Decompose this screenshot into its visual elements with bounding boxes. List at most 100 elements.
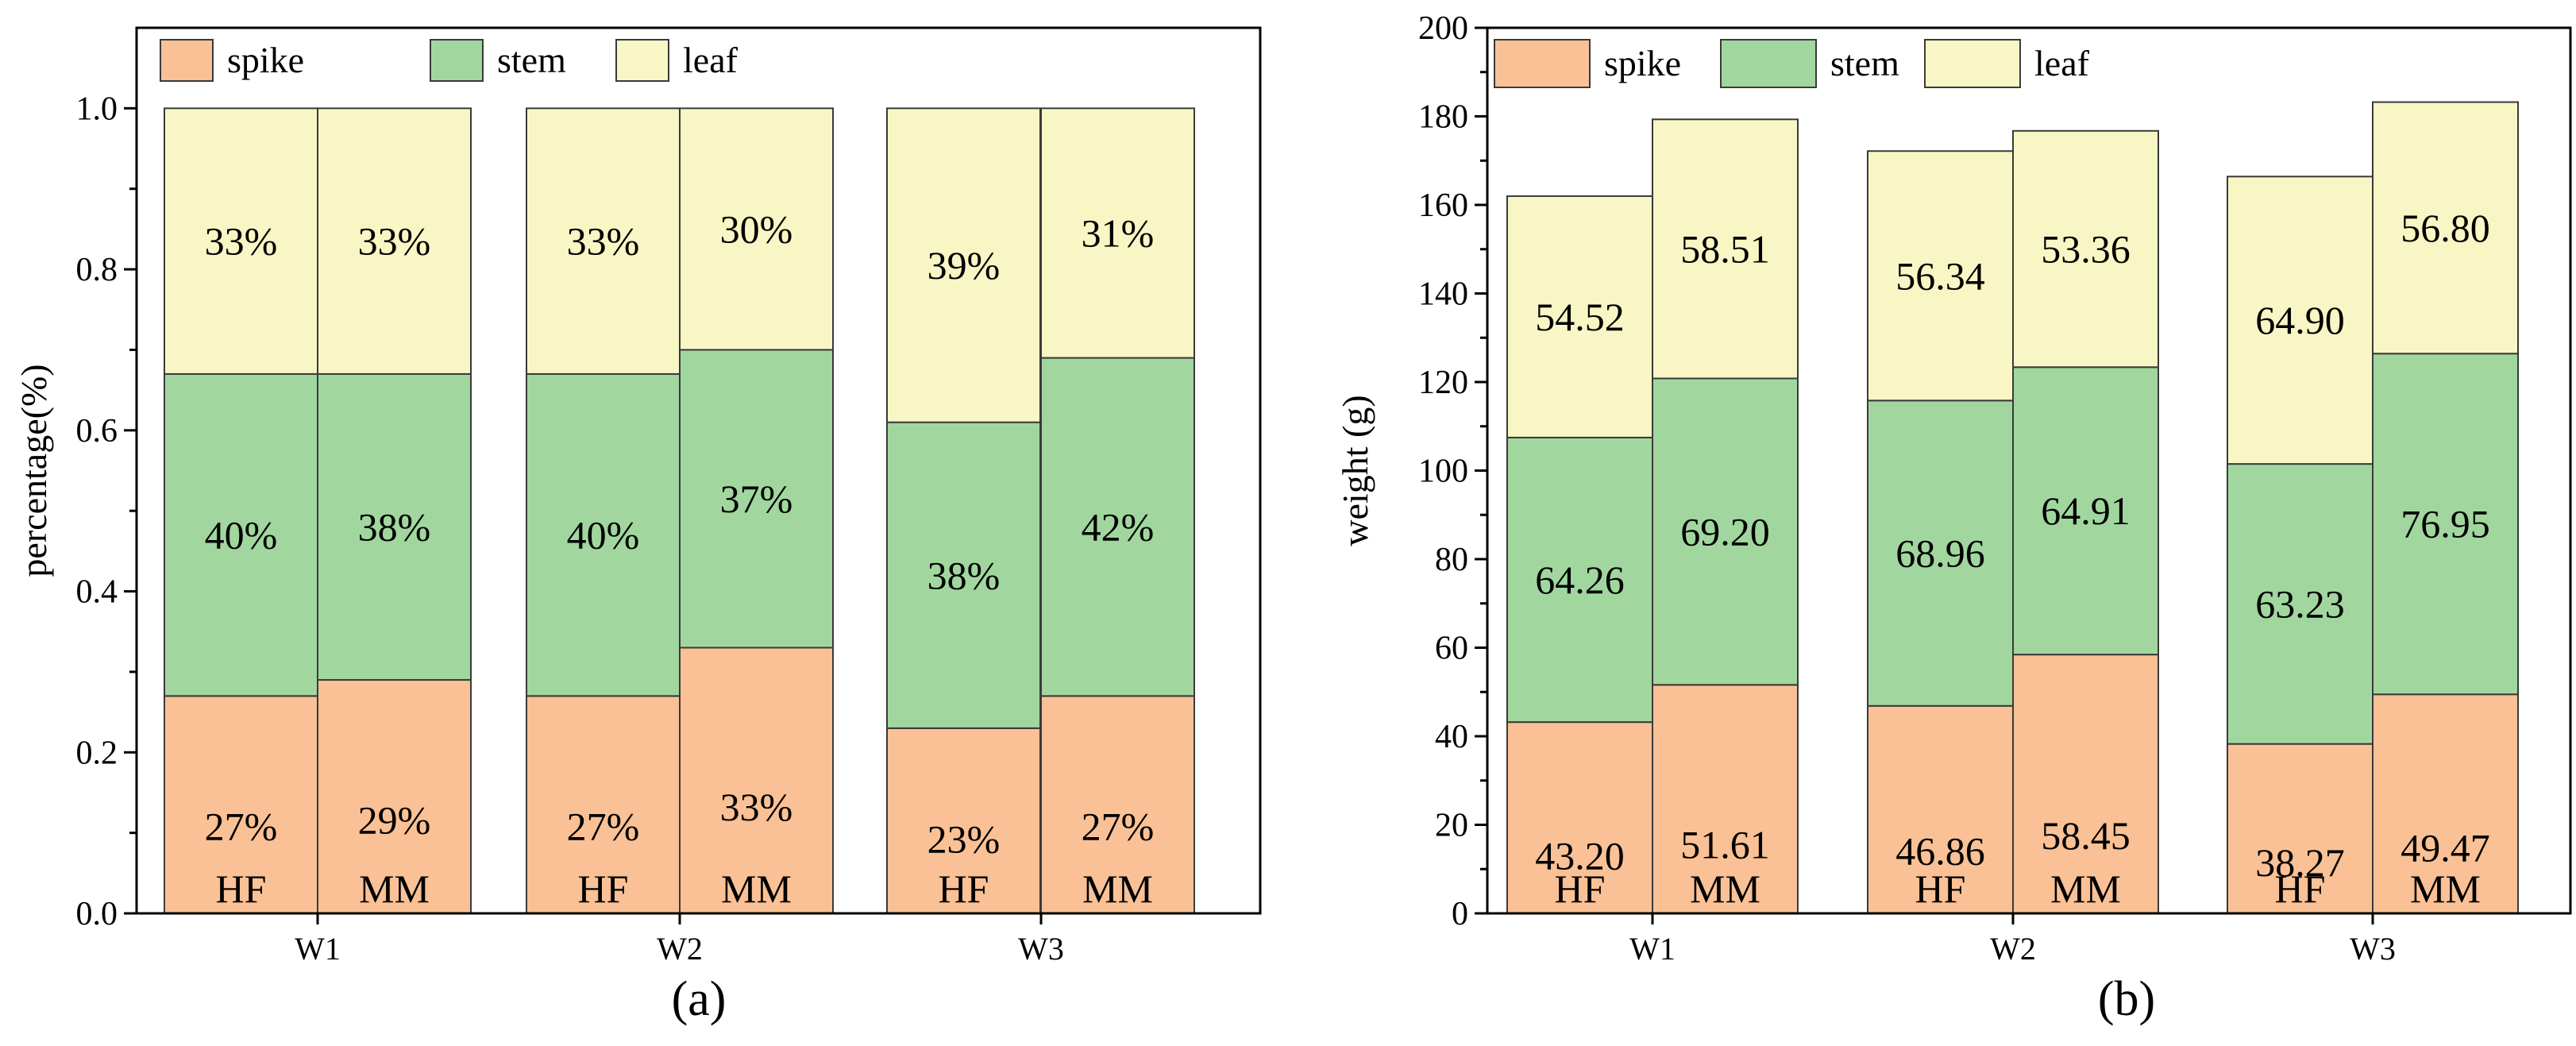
- y-tick-label: 180: [1418, 99, 1468, 136]
- bar-name-label: MM: [2050, 867, 2121, 911]
- bar-segment-spike-w3-mm: [1040, 695, 1195, 914]
- y-tick-label: 200: [1418, 10, 1468, 47]
- bar-name-label: MM: [2410, 867, 2481, 911]
- bar-segment-leaf-w2-mm: [2012, 129, 2159, 369]
- bar-name-label: HF: [939, 867, 989, 911]
- bar-name-label: MM: [1082, 867, 1153, 911]
- bar-segment-spike-w3-hf: [2227, 743, 2374, 915]
- bar-name-label: MM: [721, 867, 792, 911]
- data-label-spike-w3-mm: 27%: [1082, 805, 1155, 849]
- bar-segment-stem-w1-hf: [1506, 436, 1653, 724]
- bar-segment-leaf-w1-mm: [317, 107, 472, 375]
- bar-segment-spike-w1-hf: [164, 695, 318, 914]
- data-label-leaf-w2-hf: 33%: [567, 219, 640, 264]
- bar-segment-leaf-w2-mm: [679, 107, 834, 351]
- data-label-leaf-w2-hf: 56.34: [1895, 253, 1985, 298]
- bar-segment-leaf-w1-hf: [1506, 195, 1653, 438]
- bar-segment-stem-w1-mm: [1652, 377, 1799, 686]
- y-tick-label: 80: [1435, 542, 1468, 578]
- bar-segment-leaf-w2-hf: [1867, 150, 2014, 402]
- data-label-leaf-w1-mm: 58.51: [1680, 226, 1770, 271]
- x-tick-label-w1: W1: [1629, 931, 1676, 967]
- x-tick-label-w3: W3: [1018, 931, 1064, 967]
- y-tick-label: 0.8: [76, 252, 118, 288]
- bar-segment-leaf-w3-hf: [886, 107, 1041, 423]
- bar-name-label: MM: [1690, 867, 1760, 911]
- data-label-leaf-w3-mm: 31%: [1082, 210, 1155, 255]
- plot-frame: [135, 26, 1262, 915]
- x-tick-label-w2: W2: [657, 931, 703, 967]
- data-label-leaf-w2-mm: 30%: [720, 206, 793, 251]
- bar-segment-stem-w2-mm: [679, 349, 834, 649]
- y-tick-label: 20: [1435, 808, 1468, 844]
- data-label-spike-w2-hf: 46.86: [1895, 829, 1985, 874]
- data-label-stem-w3-hf: 63.23: [2255, 581, 2345, 626]
- data-label-spike-w1-mm: 29%: [358, 797, 431, 842]
- x-tick-label-w1: W1: [295, 931, 341, 967]
- data-label-spike-w1-hf: 27%: [205, 805, 278, 849]
- bar-segment-leaf-w3-hf: [2227, 176, 2374, 465]
- bar-name-label: HF: [1555, 867, 1606, 911]
- bar-segment-leaf-w3-mm: [2372, 101, 2519, 355]
- bar-segment-spike-w2-mm: [679, 647, 834, 914]
- bar-segment-stem-w2-hf: [1867, 399, 2014, 707]
- data-label-leaf-w1-hf: 33%: [205, 219, 278, 264]
- data-label-stem-w2-mm: 37%: [720, 477, 793, 521]
- bar-segment-spike-w1-mm: [1652, 684, 1799, 914]
- y-axis-title: weight (g): [1335, 395, 1375, 546]
- data-label-stem-w3-hf: 38%: [927, 553, 1001, 597]
- legend-swatch-spike: [1494, 39, 1591, 88]
- bar-segment-leaf-w1-hf: [164, 107, 318, 375]
- data-label-stem-w1-mm: 38%: [358, 504, 431, 549]
- y-tick-label: 0.4: [76, 574, 118, 611]
- panel-label: (b): [2098, 972, 2155, 1026]
- legend-label-spike: spike: [1604, 43, 1681, 83]
- data-label-stem-w1-hf: 64.26: [1535, 558, 1625, 602]
- legend-label-stem: stem: [497, 40, 566, 80]
- bar-segment-stem-w1-hf: [164, 372, 318, 697]
- legend-swatch-spike: [160, 39, 214, 82]
- data-label-spike-w2-hf: 27%: [567, 805, 640, 849]
- y-tick-label: 60: [1435, 631, 1468, 667]
- legend-label-stem: stem: [1830, 43, 1899, 83]
- data-label-spike-w3-mm: 49.47: [2401, 825, 2490, 870]
- bar-name-label: HF: [216, 867, 267, 911]
- y-tick-label: 100: [1418, 454, 1468, 490]
- bar-segment-stem-w2-hf: [526, 372, 681, 697]
- bar-segment-stem-w3-hf: [2227, 463, 2374, 745]
- y-tick-label: 160: [1418, 187, 1468, 224]
- y-tick-label: 0: [1452, 896, 1468, 932]
- y-tick-label: 0.0: [76, 896, 118, 932]
- data-label-spike-w2-mm: 58.45: [2041, 813, 2131, 858]
- bar-segment-leaf-w1-mm: [1652, 118, 1799, 380]
- legend-label-spike: spike: [227, 40, 304, 80]
- bar-segment-leaf-w3-mm: [1040, 107, 1195, 359]
- data-label-leaf-w1-hf: 54.52: [1535, 295, 1625, 339]
- data-label-spike-w3-hf: 23%: [927, 817, 1001, 862]
- data-label-leaf-w1-mm: 33%: [358, 219, 431, 264]
- y-tick-label: 120: [1418, 365, 1468, 401]
- panel-a-chart: 27% 40% 33% HF 29% 38% 33% MM 27% 40% 33% HF 33% 37% 3…: [13, 26, 1262, 1026]
- data-label-leaf-w3-hf: 39%: [927, 243, 1001, 288]
- data-label-leaf-w3-mm: 56.80: [2401, 206, 2490, 250]
- legend-swatch-leaf: [1924, 39, 2021, 88]
- data-label-leaf-w2-mm: 53.36: [2041, 227, 2131, 272]
- data-label-stem-w2-hf: 40%: [567, 513, 640, 558]
- legend-label-leaf: leaf: [683, 40, 738, 80]
- x-tick-label-w2: W2: [1990, 931, 2036, 967]
- y-axis-title: percentage(%): [13, 364, 54, 577]
- y-tick-label: 0.2: [76, 735, 118, 771]
- bar-segment-stem-w3-mm: [1040, 357, 1195, 697]
- data-label-spike-w3-hf: 38.27: [2255, 840, 2345, 885]
- bar-segment-spike-w3-mm: [2372, 693, 2519, 915]
- bar-segment-spike-w1-hf: [1506, 721, 1653, 914]
- data-label-spike-w1-hf: 43.20: [1535, 834, 1625, 878]
- data-label-stem-w3-mm: 76.95: [2401, 502, 2490, 546]
- bar-segment-stem-w1-mm: [317, 372, 472, 681]
- y-tick-label: 1.0: [76, 91, 118, 127]
- panel-b-chart: 43.20 64.26 54.52 HF 51.61 69.20 58.51 MM 46.86 6…: [1335, 10, 2572, 1026]
- data-label-spike-w2-mm: 33%: [720, 785, 793, 829]
- legend-swatch-stem: [1720, 39, 1817, 88]
- legend-swatch-stem: [430, 39, 484, 82]
